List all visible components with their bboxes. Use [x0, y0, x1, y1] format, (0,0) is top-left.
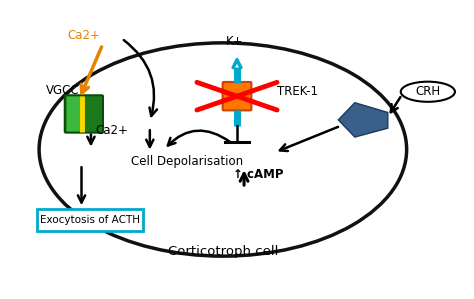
- FancyBboxPatch shape: [223, 82, 251, 110]
- FancyBboxPatch shape: [65, 95, 103, 133]
- Text: K+: K+: [226, 35, 243, 48]
- Ellipse shape: [39, 43, 407, 256]
- Text: VGCC: VGCC: [46, 84, 80, 97]
- FancyBboxPatch shape: [36, 209, 143, 231]
- Text: Ca2+: Ca2+: [96, 124, 128, 137]
- Ellipse shape: [401, 82, 455, 102]
- Text: Corticotroph cell: Corticotroph cell: [168, 245, 278, 258]
- FancyBboxPatch shape: [67, 97, 84, 132]
- Polygon shape: [338, 103, 388, 137]
- Text: Ca2+: Ca2+: [67, 29, 100, 42]
- Text: TREK-1: TREK-1: [277, 85, 318, 98]
- Text: Exocytosis of ACTH: Exocytosis of ACTH: [40, 215, 140, 225]
- Text: ↑ cAMP: ↑ cAMP: [233, 168, 283, 181]
- Text: CRH: CRH: [415, 85, 440, 98]
- Text: Cell Depolarisation: Cell Depolarisation: [131, 155, 244, 168]
